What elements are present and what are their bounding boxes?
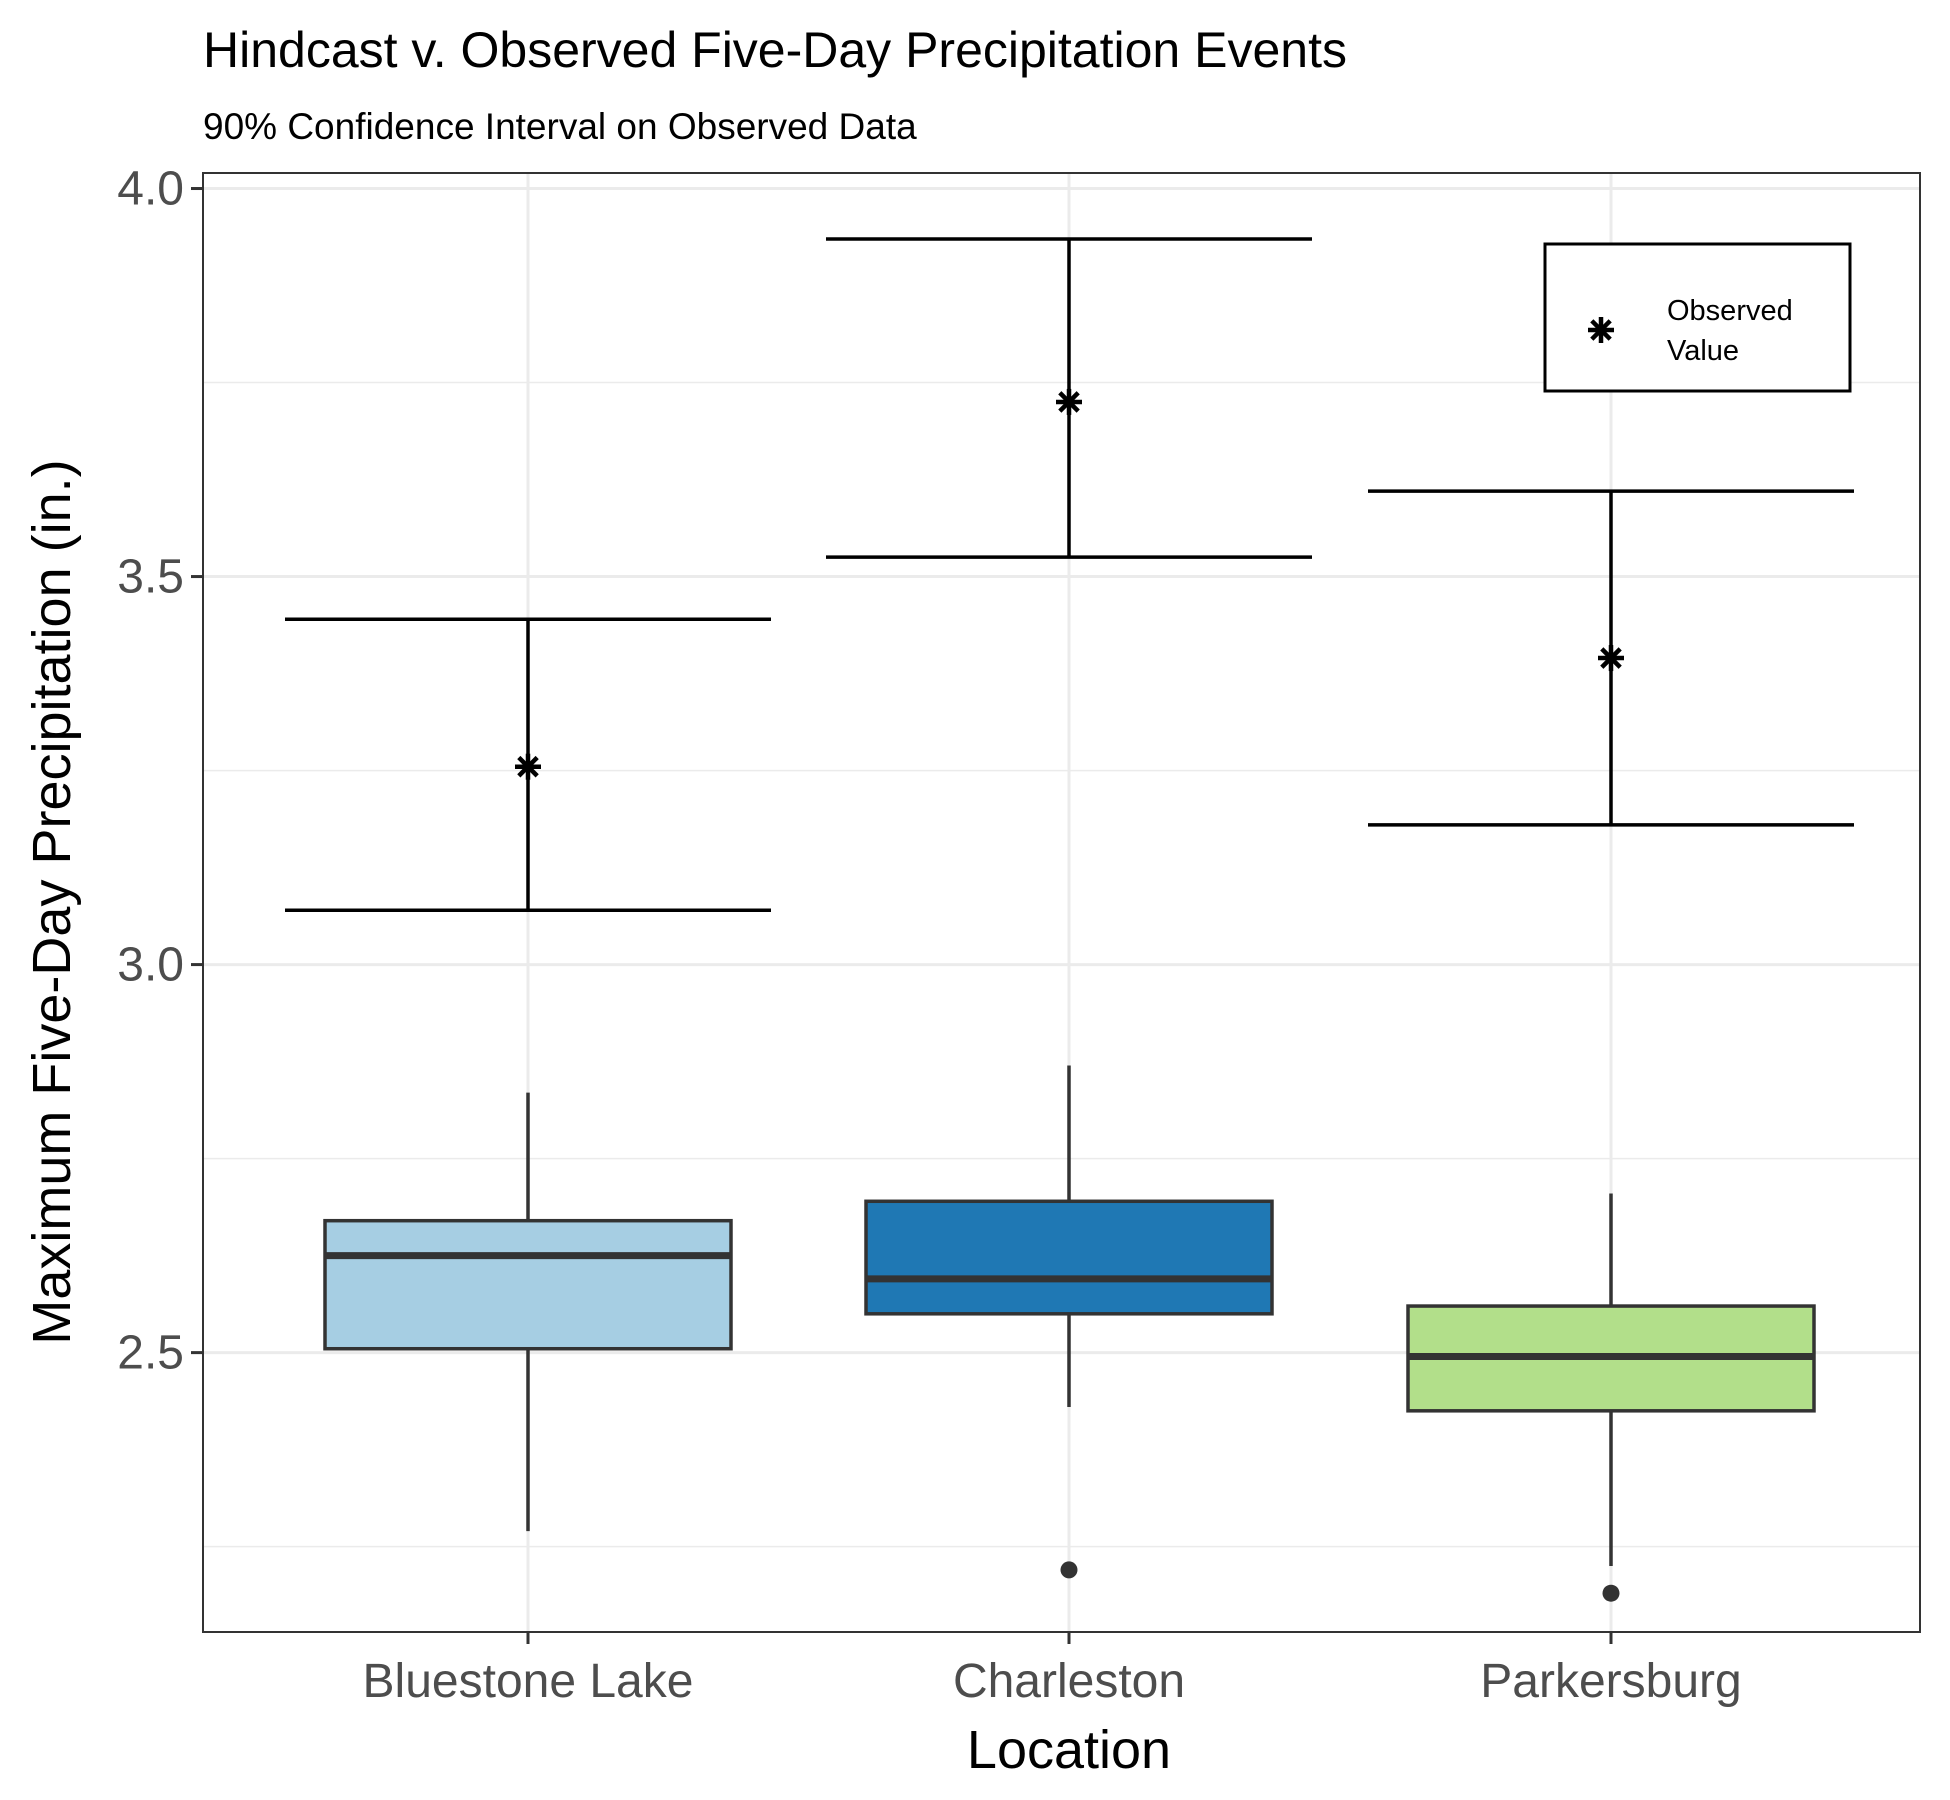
outlier-point	[1602, 1584, 1620, 1602]
y-axis: 2.5 3.0 3.5 4.0	[117, 163, 203, 1380]
box-parkersburg	[1406, 1193, 1816, 1602]
box-bluestone-lake	[323, 1092, 733, 1532]
legend: Observed Value	[1543, 242, 1852, 393]
box-charleston	[864, 1065, 1274, 1579]
x-tick-label: Charleston	[953, 1655, 1185, 1708]
y-tick-label: 4.0	[117, 163, 184, 216]
legend-asterisk-icon	[1588, 317, 1614, 343]
observed-value-marker	[515, 753, 541, 780]
observed-value-marker	[1056, 388, 1082, 415]
outlier-point	[1060, 1561, 1078, 1579]
observed-markers	[515, 388, 1624, 780]
y-tick-label: 3.5	[117, 551, 184, 604]
box-iqr	[323, 1218, 733, 1351]
plot-panel-border	[202, 172, 1921, 1633]
x-tick-label: Parkersburg	[1480, 1655, 1741, 1708]
x-axis: Bluestone Lake Charleston Parkersburg	[363, 1632, 1742, 1708]
x-tick-label: Bluestone Lake	[363, 1655, 694, 1708]
box-iqr	[864, 1199, 1274, 1316]
legend-label-line-2: Value	[1667, 335, 1739, 367]
x-axis-title: Location	[967, 1720, 1171, 1780]
y-axis-title: Maximum Five-Day Precipitation (in.)	[22, 459, 82, 1344]
y-tick-label: 3.0	[117, 939, 184, 992]
legend-label-line-1: Observed	[1667, 295, 1793, 327]
chart-title: Hindcast v. Observed Five-Day Precipitat…	[203, 22, 1347, 78]
observed-value-marker	[1598, 645, 1624, 672]
y-tick-label: 2.5	[117, 1327, 184, 1380]
box-plots	[323, 1065, 1816, 1602]
legend-box	[1543, 242, 1852, 393]
legend-asterisk-mark	[1588, 317, 1614, 343]
chart-subtitle: 90% Confidence Interval on Observed Data	[203, 106, 917, 147]
